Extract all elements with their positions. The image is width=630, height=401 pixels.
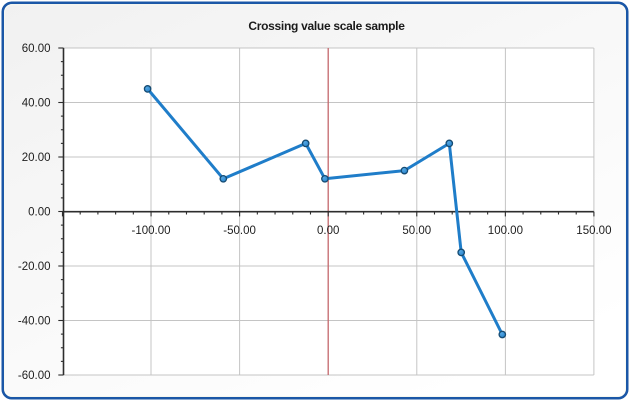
svg-text:100.00: 100.00 [488,225,523,237]
svg-text:20.00: 20.00 [22,152,51,164]
svg-text:40.00: 40.00 [22,98,51,110]
svg-text:0.00: 0.00 [28,207,50,219]
svg-text:50.00: 50.00 [402,225,431,237]
svg-text:-50.00: -50.00 [223,225,256,237]
svg-text:-20.00: -20.00 [18,261,51,273]
svg-text:-100.00: -100.00 [131,225,170,237]
svg-text:150.00: 150.00 [576,225,611,237]
svg-text:60.00: 60.00 [22,43,51,55]
svg-text:-40.00: -40.00 [18,316,51,328]
svg-text:0.00: 0.00 [317,225,339,237]
svg-text:-60.00: -60.00 [18,370,51,382]
svg-text:Crossing value scale sample: Crossing value scale sample [248,19,405,33]
